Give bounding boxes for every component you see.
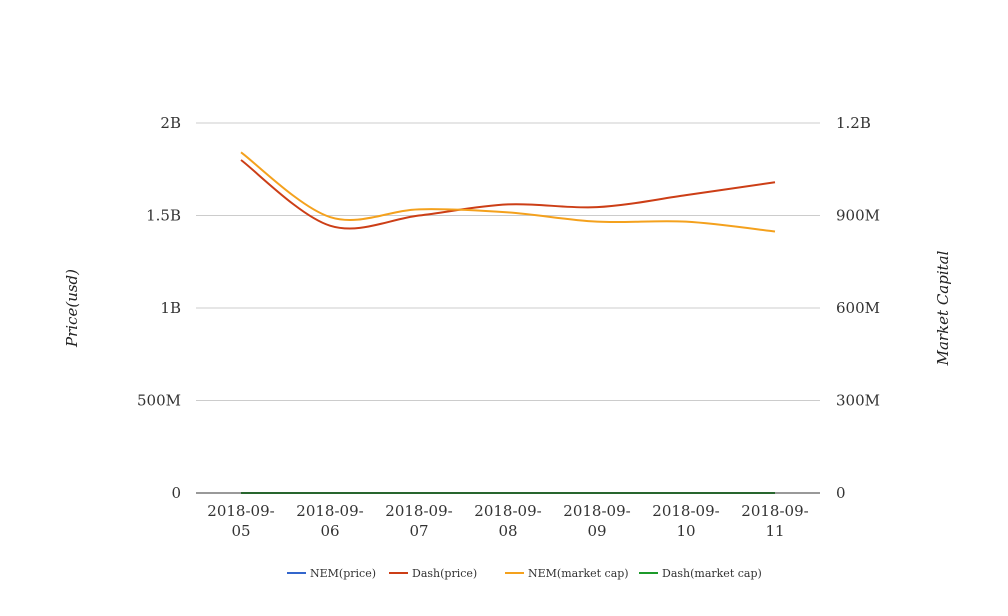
x-tick-label: 2018-09-11 (741, 502, 808, 540)
left-axis-ticks: 0 500M 1B 1.5B 2B (137, 114, 181, 502)
right-tick-label: 1.2B (836, 114, 871, 132)
left-tick-label: 0 (171, 484, 181, 502)
series-line-dash-price (240, 159, 776, 230)
legend-label-dash-price: Dash(price) (412, 567, 477, 580)
right-axis-title: Market Capital (934, 250, 952, 366)
x-tick-label: 2018-09-05 (207, 502, 274, 540)
x-tick-label: 2018-09-07 (385, 502, 452, 540)
left-axis-title: Price(usd) (63, 269, 81, 348)
legend-label-nem-market-cap: NEM(market cap) (528, 567, 629, 580)
left-tick-label: 1B (160, 299, 181, 317)
legend-label-nem-price: NEM(price) (310, 567, 376, 580)
right-tick-label: 0 (836, 484, 846, 502)
x-tick-label: 2018-09-08 (474, 502, 541, 540)
x-tick-label: 2018-09-10 (652, 502, 719, 540)
x-axis-ticks: 2018-09-05 2018-09-06 2018-09-07 2018-09-08… (207, 502, 808, 540)
series-lines (240, 151, 776, 495)
left-tick-label: 1.5B (146, 207, 181, 225)
x-tick-label: 2018-09-09 (563, 502, 630, 540)
legend-label-dash-market-cap: Dash(market cap) (662, 567, 762, 580)
right-tick-label: 300M (836, 392, 880, 410)
right-tick-label: 900M (836, 207, 880, 225)
right-tick-label: 600M (836, 299, 880, 317)
legend: NEM(price) Dash(price) NEM(market cap) Dash… (287, 567, 762, 580)
left-tick-label: 2B (160, 114, 181, 132)
series-line-nem-market-cap (240, 151, 776, 233)
gridlines (196, 122, 820, 401)
left-tick-label: 500M (137, 392, 181, 410)
right-axis-ticks: 0 300M 600M 900M 1.2B (836, 114, 880, 502)
x-tick-label: 2018-09-06 (296, 502, 363, 540)
